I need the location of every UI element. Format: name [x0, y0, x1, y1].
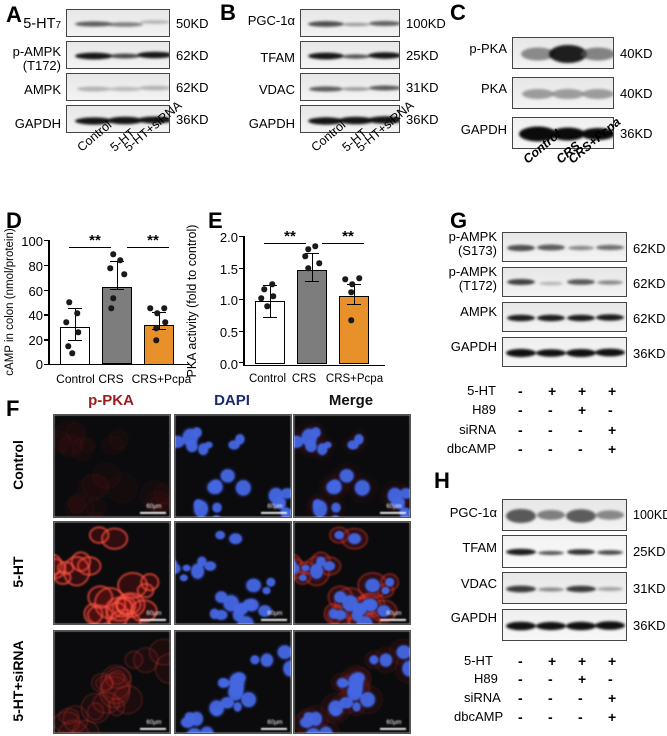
svg-text:60µm: 60µm	[267, 504, 282, 510]
svg-text:60µm: 60µm	[386, 504, 401, 510]
svg-text:60µm: 60µm	[146, 611, 161, 617]
svg-text:60µm: 60µm	[386, 720, 401, 726]
svg-text:60µm: 60µm	[267, 611, 282, 617]
svg-text:60µm: 60µm	[267, 720, 282, 726]
svg-text:60µm: 60µm	[386, 611, 401, 617]
svg-text:60µm: 60µm	[146, 504, 161, 510]
svg-text:60µm: 60µm	[146, 720, 161, 726]
